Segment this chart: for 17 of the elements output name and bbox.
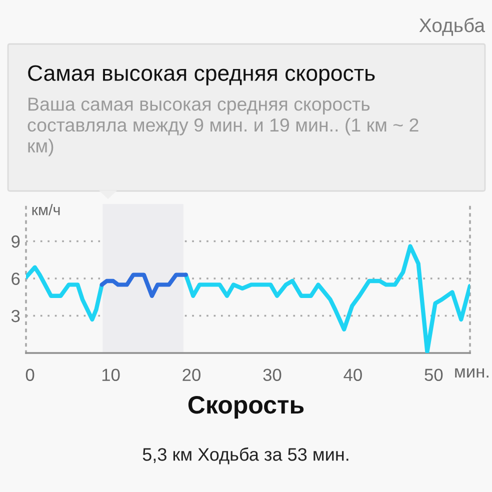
text: Ваша самая высокая средняя скорость составляла между 9 мин. и 19 мин.. (1 км ~ 2 км): [28, 98, 418, 156]
x-tick-label: 20: [182, 368, 200, 382]
y-tick-label: 3: [11, 310, 20, 322]
y-tick-label: 6: [12, 272, 20, 285]
x-tick-label: 30: [263, 368, 282, 382]
text: Самая высокая средняя скорость: [28, 65, 375, 86]
x-tick-label: 10: [102, 368, 120, 382]
y-axis-title: км/ч: [32, 204, 60, 216]
text: 5,3 км Ходьба за 53 мин.: [142, 447, 348, 464]
x-axis-title: мин.: [455, 368, 488, 378]
line-series: [100, 272, 188, 298]
y-tick-label: 9: [12, 235, 20, 248]
x-tick-label: 50: [424, 368, 443, 382]
text: Ходьба: [419, 18, 485, 36]
x-tick-label: 40: [344, 368, 362, 382]
text: Скорость: [188, 396, 304, 419]
x-tick-label: 0: [26, 368, 34, 382]
